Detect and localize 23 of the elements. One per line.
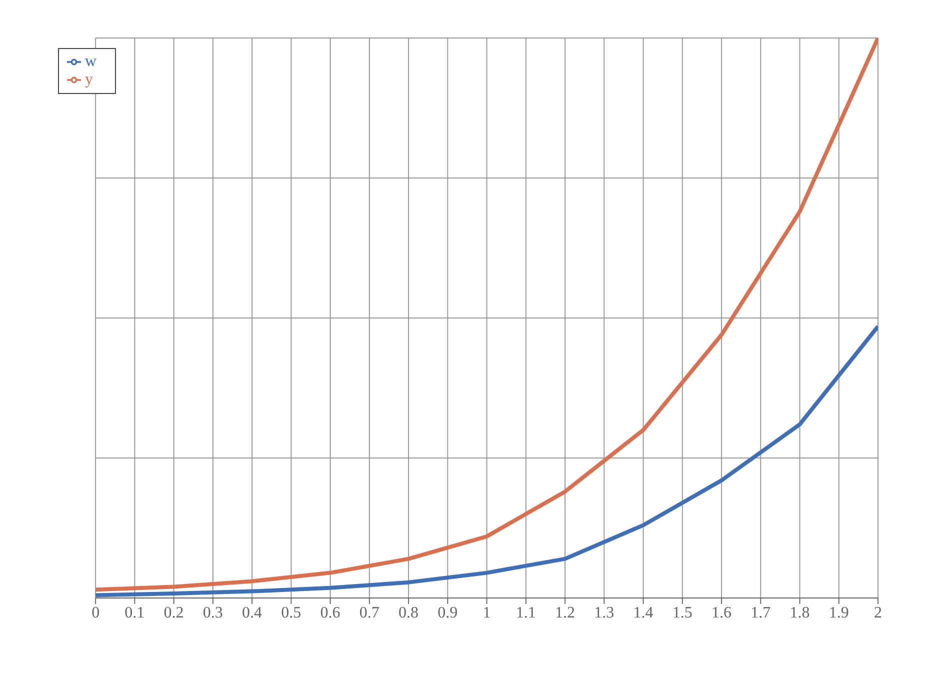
- x-tick-label: 0.5: [281, 604, 302, 622]
- x-tick-label: 2: [874, 604, 882, 622]
- x-tick-label: 1.4: [633, 604, 654, 622]
- x-tick-label: 0: [92, 604, 100, 622]
- x-tick-label: 1.2: [555, 604, 576, 622]
- x-tick-label: 1.6: [712, 604, 732, 622]
- x-tick-label: 1.3: [594, 604, 614, 622]
- x-tick-label: 0.1: [124, 604, 145, 622]
- x-tick-label: 1.9: [828, 604, 849, 622]
- x-tick-label: 0.8: [398, 604, 419, 622]
- x-tick-label: 1: [482, 604, 491, 622]
- x-tick-label: 0.2: [164, 604, 184, 622]
- x-tick-label: 1.1: [516, 604, 536, 622]
- legend-label: w: [85, 53, 97, 70]
- x-tick-label: 0.3: [202, 604, 223, 622]
- x-tick-label: 0.6: [320, 604, 340, 622]
- legend-label: y: [85, 71, 93, 88]
- x-tick-label: 0.4: [242, 604, 262, 622]
- x-tick-label: 1.7: [750, 604, 771, 622]
- x-tick-label: 1.8: [790, 604, 810, 622]
- x-tick-label: 1.5: [672, 604, 692, 622]
- x-tick-label: 0.9: [438, 604, 458, 622]
- x-tick-label: 0.7: [359, 604, 380, 622]
